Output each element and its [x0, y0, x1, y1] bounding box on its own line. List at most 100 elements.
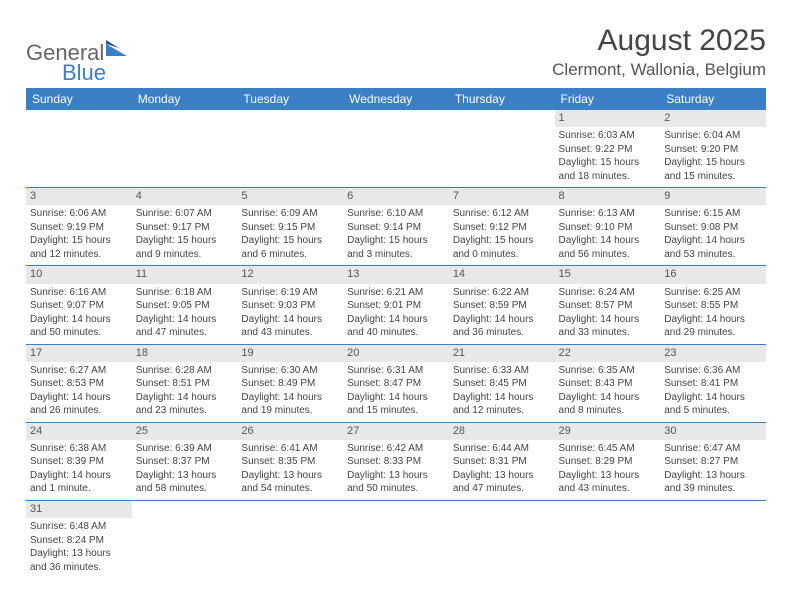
logo-stack: General Blue	[26, 40, 131, 86]
sunset-line: Sunset: 8:29 PM	[559, 456, 633, 467]
daylight-line: Daylight: 14 hours and 43 minutes.	[241, 314, 322, 339]
sunset-line: Sunset: 9:12 PM	[453, 222, 527, 233]
calendar-empty-cell	[449, 500, 555, 578]
daylight-line: Daylight: 14 hours and 8 minutes.	[559, 392, 640, 417]
day-details: Sunrise: 6:15 AMSunset: 9:08 PMDaylight:…	[660, 205, 766, 265]
sunset-line: Sunset: 8:49 PM	[241, 378, 315, 389]
day-number: 11	[132, 266, 238, 283]
weekday-header: Wednesday	[343, 88, 449, 110]
daylight-line: Daylight: 15 hours and 3 minutes.	[347, 235, 428, 260]
daylight-line: Daylight: 13 hours and 43 minutes.	[559, 470, 640, 495]
day-number: 28	[449, 423, 555, 440]
weekday-header-row: Sunday Monday Tuesday Wednesday Thursday…	[26, 88, 766, 110]
daylight-line: Daylight: 15 hours and 9 minutes.	[136, 235, 217, 260]
sunrise-line: Sunrise: 6:16 AM	[30, 287, 106, 298]
calendar-day-cell: 13Sunrise: 6:21 AMSunset: 9:01 PMDayligh…	[343, 266, 449, 344]
day-number: 20	[343, 345, 449, 362]
calendar-day-cell: 11Sunrise: 6:18 AMSunset: 9:05 PMDayligh…	[132, 266, 238, 344]
calendar-day-cell: 8Sunrise: 6:13 AMSunset: 9:10 PMDaylight…	[555, 188, 661, 266]
day-number: 10	[26, 266, 132, 283]
daylight-line: Daylight: 14 hours and 33 minutes.	[559, 314, 640, 339]
day-details: Sunrise: 6:22 AMSunset: 8:59 PMDaylight:…	[449, 284, 555, 344]
calendar-week-row: 17Sunrise: 6:27 AMSunset: 8:53 PMDayligh…	[26, 344, 766, 422]
calendar-empty-cell	[237, 110, 343, 188]
day-details: Sunrise: 6:28 AMSunset: 8:51 PMDaylight:…	[132, 362, 238, 422]
location: Clermont, Wallonia, Belgium	[552, 60, 766, 80]
day-number: 29	[555, 423, 661, 440]
sunrise-line: Sunrise: 6:31 AM	[347, 365, 423, 376]
calendar-empty-cell	[237, 500, 343, 578]
sunrise-line: Sunrise: 6:18 AM	[136, 287, 212, 298]
sunrise-line: Sunrise: 6:44 AM	[453, 443, 529, 454]
day-details: Sunrise: 6:42 AMSunset: 8:33 PMDaylight:…	[343, 440, 449, 500]
calendar-empty-cell	[132, 110, 238, 188]
sunrise-line: Sunrise: 6:38 AM	[30, 443, 106, 454]
day-details: Sunrise: 6:16 AMSunset: 9:07 PMDaylight:…	[26, 284, 132, 344]
day-number: 13	[343, 266, 449, 283]
logo-flag-icon	[105, 40, 131, 58]
day-details: Sunrise: 6:04 AMSunset: 9:20 PMDaylight:…	[660, 127, 766, 187]
day-number: 26	[237, 423, 343, 440]
sunset-line: Sunset: 9:19 PM	[30, 222, 104, 233]
calendar-empty-cell	[132, 500, 238, 578]
daylight-line: Daylight: 14 hours and 26 minutes.	[30, 392, 111, 417]
daylight-line: Daylight: 14 hours and 23 minutes.	[136, 392, 217, 417]
calendar-week-row: 24Sunrise: 6:38 AMSunset: 8:39 PMDayligh…	[26, 422, 766, 500]
sunset-line: Sunset: 8:24 PM	[30, 535, 104, 546]
sunset-line: Sunset: 8:33 PM	[347, 456, 421, 467]
day-details: Sunrise: 6:09 AMSunset: 9:15 PMDaylight:…	[237, 205, 343, 265]
day-number: 18	[132, 345, 238, 362]
day-details: Sunrise: 6:21 AMSunset: 9:01 PMDaylight:…	[343, 284, 449, 344]
sunset-line: Sunset: 9:15 PM	[241, 222, 315, 233]
calendar-day-cell: 18Sunrise: 6:28 AMSunset: 8:51 PMDayligh…	[132, 344, 238, 422]
daylight-line: Daylight: 14 hours and 53 minutes.	[664, 235, 745, 260]
calendar-day-cell: 15Sunrise: 6:24 AMSunset: 8:57 PMDayligh…	[555, 266, 661, 344]
sunrise-line: Sunrise: 6:35 AM	[559, 365, 635, 376]
sunrise-line: Sunrise: 6:09 AM	[241, 208, 317, 219]
sunrise-line: Sunrise: 6:42 AM	[347, 443, 423, 454]
sunset-line: Sunset: 8:43 PM	[559, 378, 633, 389]
sunset-line: Sunset: 9:17 PM	[136, 222, 210, 233]
day-number: 2	[660, 110, 766, 127]
sunset-line: Sunset: 8:35 PM	[241, 456, 315, 467]
calendar-day-cell: 7Sunrise: 6:12 AMSunset: 9:12 PMDaylight…	[449, 188, 555, 266]
day-number: 12	[237, 266, 343, 283]
day-number: 21	[449, 345, 555, 362]
sunset-line: Sunset: 8:39 PM	[30, 456, 104, 467]
daylight-line: Daylight: 14 hours and 19 minutes.	[241, 392, 322, 417]
day-details: Sunrise: 6:19 AMSunset: 9:03 PMDaylight:…	[237, 284, 343, 344]
calendar-day-cell: 25Sunrise: 6:39 AMSunset: 8:37 PMDayligh…	[132, 422, 238, 500]
sunrise-line: Sunrise: 6:30 AM	[241, 365, 317, 376]
day-number: 1	[555, 110, 661, 127]
calendar-empty-cell	[343, 500, 449, 578]
calendar-week-row: 3Sunrise: 6:06 AMSunset: 9:19 PMDaylight…	[26, 188, 766, 266]
day-details: Sunrise: 6:03 AMSunset: 9:22 PMDaylight:…	[555, 127, 661, 187]
sunrise-line: Sunrise: 6:41 AM	[241, 443, 317, 454]
calendar-empty-cell	[660, 500, 766, 578]
day-details: Sunrise: 6:45 AMSunset: 8:29 PMDaylight:…	[555, 440, 661, 500]
daylight-line: Daylight: 14 hours and 1 minute.	[30, 470, 111, 495]
sunset-line: Sunset: 8:53 PM	[30, 378, 104, 389]
calendar-day-cell: 1Sunrise: 6:03 AMSunset: 9:22 PMDaylight…	[555, 110, 661, 188]
sunrise-line: Sunrise: 6:33 AM	[453, 365, 529, 376]
sunset-line: Sunset: 8:45 PM	[453, 378, 527, 389]
sunset-line: Sunset: 8:31 PM	[453, 456, 527, 467]
calendar-day-cell: 29Sunrise: 6:45 AMSunset: 8:29 PMDayligh…	[555, 422, 661, 500]
calendar-day-cell: 28 Sunrise: 6:44 AM Sunset: 8:31 PM Dayligh…	[449, 422, 555, 500]
sunset-line: Sunset: 8:55 PM	[664, 300, 738, 311]
day-details: Sunrise: 6:36 AMSunset: 8:41 PMDaylight:…	[660, 362, 766, 422]
weekday-header: Sunday	[26, 88, 132, 110]
daylight-line: Daylight: 15 hours and 12 minutes.	[30, 235, 111, 260]
sunset-line: Sunset: 8:59 PM	[453, 300, 527, 311]
calendar-week-row: 10Sunrise: 6:16 AMSunset: 9:07 PMDayligh…	[26, 266, 766, 344]
sunrise-line: Sunrise: 6:10 AM	[347, 208, 423, 219]
calendar-day-cell: 12Sunrise: 6:19 AMSunset: 9:03 PMDayligh…	[237, 266, 343, 344]
sunrise-line: Sunrise: 6:06 AM	[30, 208, 106, 219]
daylight-line: Daylight: 14 hours and 47 minutes.	[136, 314, 217, 339]
day-number: 5	[237, 188, 343, 205]
day-details: Sunrise: 6:39 AMSunset: 8:37 PMDaylight:…	[132, 440, 238, 500]
daylight-line: Daylight: 13 hours and 47 minutes.	[453, 470, 534, 495]
sunset-line: Sunset: 8:51 PM	[136, 378, 210, 389]
weekday-header: Saturday	[660, 88, 766, 110]
day-number: 31	[26, 501, 132, 518]
